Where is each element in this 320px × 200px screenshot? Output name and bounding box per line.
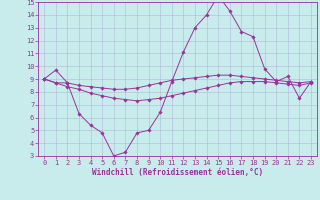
X-axis label: Windchill (Refroidissement éolien,°C): Windchill (Refroidissement éolien,°C) bbox=[92, 168, 263, 177]
